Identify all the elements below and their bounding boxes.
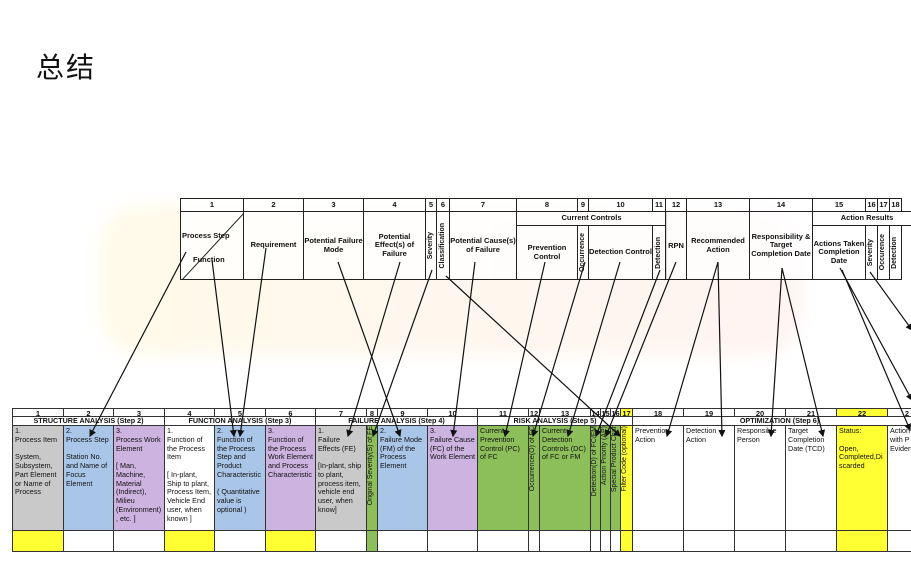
old-failure-effects: Potential Effect(s) of Failure (363, 211, 426, 280)
old-actions-taken: Actions Taken Completion Date (812, 225, 866, 280)
bottom-cell (887, 530, 911, 552)
bottom-cell (113, 530, 165, 552)
bottom-cell (164, 530, 215, 552)
action-evidence-cell: Action with P Eviden (887, 425, 911, 531)
old-recommended: Recommended Action (686, 211, 750, 280)
old-num-7: 7 (449, 198, 517, 212)
status-cell: Status: Open, Completed,Di scarded (836, 425, 888, 531)
arrow-actions-taken-2 (841, 269, 911, 432)
responsible-person-cell: Responsible Person (734, 425, 786, 531)
old-num-1: 1 (180, 198, 244, 212)
old-causes: Potential Cause(s) of Failure (449, 211, 517, 280)
function-process-item-cell: 1. Function of the Process Item [ In-pla… (164, 425, 215, 531)
old-current-controls: Current Controls (516, 211, 667, 226)
old-num-14: 14 (749, 198, 813, 212)
bottom-cell (214, 530, 266, 552)
old-requirement: Requirement (243, 211, 304, 280)
process-item-cell: 1. Process Item System, Subsystem, Part … (12, 425, 64, 531)
target-completion-cell: Target Completion Date (TCD) (785, 425, 837, 531)
filter-code-cell: Filter Code (optional) (621, 426, 628, 492)
old-failure-mode: Potential Failure Mode (303, 211, 364, 280)
old-severity2: Severity (867, 238, 875, 267)
function-work-element-cell: 3. Function of the Process Work Element … (265, 425, 316, 531)
diagonal-line (182, 213, 243, 279)
failure-effects-cell: 1. Failure Effects (FE) [In-plant, ship … (315, 425, 367, 531)
old-num-10: 10 (588, 198, 653, 212)
failure-cause-cell: 3. Failure Cause (FC) of the Work Elemen… (427, 425, 478, 531)
detection-cell: Detection(D) of FC/FM (591, 426, 598, 497)
bottom-cell (539, 530, 591, 552)
old-num-15: 15 (812, 198, 866, 212)
old-num-6: 6 (436, 198, 450, 212)
bottom-cell (427, 530, 478, 552)
old-process-step: Process Step Function (180, 211, 244, 280)
old-detection-control: Detection Control (588, 225, 653, 280)
old-occurrence2: Occurence (879, 234, 887, 271)
old-num-3: 3 (303, 198, 364, 212)
old-rpn: RPN (665, 211, 687, 280)
old-function-label: Function (193, 255, 225, 264)
process-step-cell: 2. Process Step Station No. and Name of … (63, 425, 114, 531)
action-priority-cell: Action Priority (AP) (601, 426, 608, 486)
old-responsibility: Responsibility & Target Completion Date (749, 211, 813, 280)
old-num-4: 4 (363, 198, 426, 212)
detection-controls-cell: Current Detection Controls (DC) of FC or… (539, 425, 591, 531)
detection-action-cell: Detection Action (683, 425, 735, 531)
prevention-control-cell: Current Prevention Control (PC) of FC (477, 425, 529, 531)
arrow-severity2 (869, 271, 911, 331)
bottom-cell (785, 530, 837, 552)
bottom-cell (63, 530, 114, 552)
bottom-cell (377, 530, 428, 552)
old-process-step-label: Process Step (182, 231, 230, 240)
bottom-cell (12, 530, 64, 552)
old-detection2: Detection (891, 236, 899, 269)
bottom-cell (315, 530, 367, 552)
bottom-cell (477, 530, 529, 552)
prevention-action-cell: Prevention Action (632, 425, 684, 531)
old-num-12: 12 (665, 198, 687, 212)
old-severity: Severity (426, 231, 434, 260)
bottom-cell (265, 530, 316, 552)
bottom-cell (734, 530, 786, 552)
occurrence-cell: Occurrence(O) of FC (529, 426, 536, 492)
old-num-8: 8 (516, 198, 578, 212)
old-num-2: 2 (243, 198, 304, 212)
original-severity-cell: Original Severity(S) of FE (367, 426, 374, 506)
old-fmea-table: 1 2 3 4 5 6 7 8 9 10 11 12 13 14 15 16 1… (180, 198, 911, 280)
bottom-cell (836, 530, 888, 552)
special-product-char-cell: Special Product Char (611, 426, 618, 493)
bottom-cell (683, 530, 735, 552)
page-title: 总结 (36, 51, 97, 84)
bottom-cell (632, 530, 684, 552)
function-process-step-cell: 2. Function of the Process Step and Prod… (214, 425, 266, 531)
old-prevention: Prevention Control (516, 225, 578, 280)
old-classification: Classification (438, 222, 446, 269)
old-detection: Detection (655, 236, 663, 269)
old-num-18: 18 (889, 198, 902, 212)
old-occurrence: Occurrence (578, 233, 586, 272)
old-action-results: Action Results (812, 211, 911, 226)
failure-mode-cell: 2. Failure Mode (FM) of the Process Elem… (377, 425, 428, 531)
process-work-element-cell: 3. Process Work Element [ Man, Machine, … (113, 425, 165, 531)
old-num-13: 13 (686, 198, 750, 212)
arrow-actions-taken-1 (839, 267, 911, 402)
new-fmea-table: 1 2 3 4 5 6 7 8 9 10 11 12 13 14 15 16 1… (12, 408, 911, 552)
old-num-11: 11 (652, 198, 666, 212)
